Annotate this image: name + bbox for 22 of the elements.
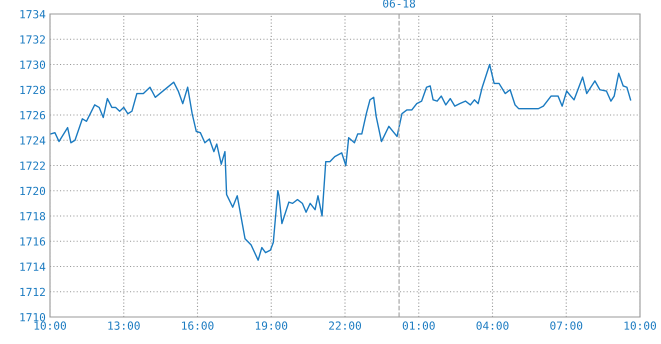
x-tick-label: 13:00 [108,321,140,330]
x-tick-label: 22:00 [329,321,362,330]
x-tick-label: 01:00 [402,321,435,330]
y-tick-label: 1718 [20,212,46,220]
y-tick-label: 1712 [20,288,45,296]
y-tick-label: 1732 [20,35,45,44]
y-tick-label: 1728 [20,86,46,94]
x-tick-label: 19:00 [256,321,288,330]
x-tick-label: 10:00 [624,321,656,330]
y-tick-label: 1730 [20,60,46,69]
y-tick-label: 1722 [20,162,45,170]
x-tick-label: 04:00 [476,321,509,330]
y-tick-label: 1734 [20,10,46,18]
y-tick-label: 1714 [20,262,46,271]
y-tick-label: 1726 [20,111,46,120]
x-tick-label: 07:00 [550,321,582,330]
y-tick-label: 1724 [20,136,46,144]
y-tick-label: 1720 [20,186,46,196]
y-tick-label: 1710 [20,313,46,322]
y-tick-label: 1716 [20,237,46,246]
x-tick-label: 16:00 [182,321,214,330]
x-tick-label: 10:00 [34,321,66,330]
